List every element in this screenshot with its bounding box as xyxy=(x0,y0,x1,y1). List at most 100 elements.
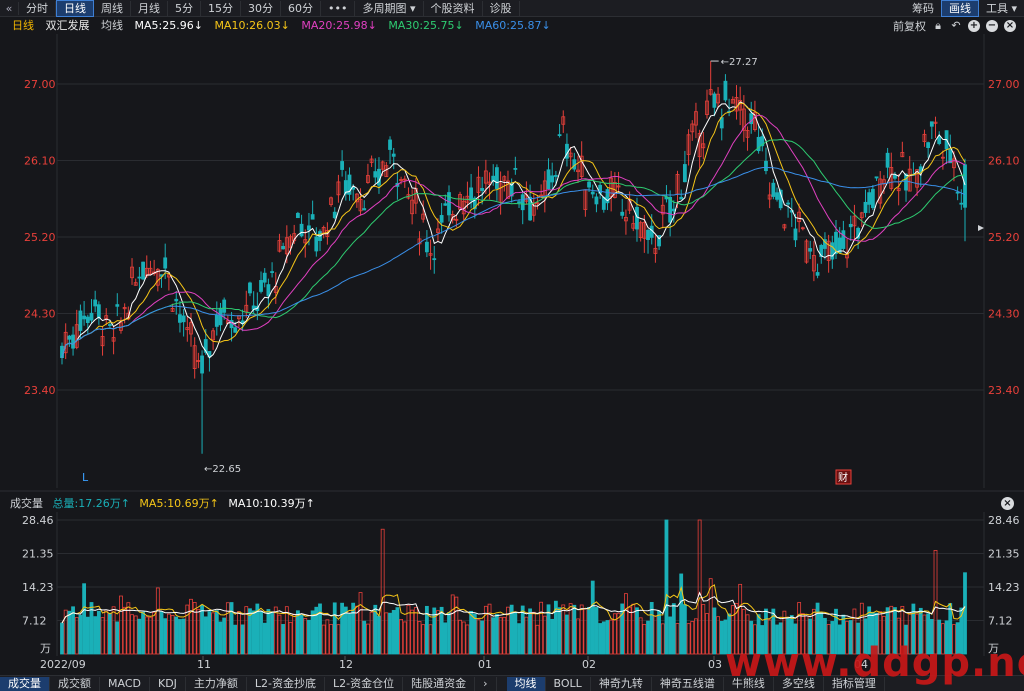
volume-bar xyxy=(214,610,219,655)
overlay-tab-6[interactable]: 指标管理 xyxy=(824,676,885,691)
volume-bar xyxy=(885,607,890,655)
tab-7[interactable]: 60分 xyxy=(281,0,321,16)
toolbar-right-item-2[interactable]: 工具 ▾ xyxy=(985,1,1017,15)
volume-bar xyxy=(734,603,739,655)
volume-bar xyxy=(749,620,754,655)
cai-marker-box xyxy=(835,469,852,485)
volume-bar xyxy=(89,602,94,655)
indicator-tab-0[interactable]: 成交量 xyxy=(0,676,50,691)
kline-chart[interactable]: 27.00 27.00 26.10 26.10 25.20 25.20 24.30 24.30… xyxy=(0,0,1024,676)
tab-9[interactable]: 多周期图 ▾ xyxy=(355,0,424,16)
candle-body xyxy=(568,152,573,158)
adjust-button[interactable]: 前复权 xyxy=(893,20,926,33)
indicator-tab-5[interactable]: L2-资金抄底 xyxy=(247,676,326,691)
candle-body xyxy=(550,175,555,183)
volume-bar xyxy=(579,604,584,655)
indicator-tab-7[interactable]: 陆股通资金 xyxy=(403,676,476,691)
volume-title[interactable]: 成交量 xyxy=(10,497,43,510)
candle-body xyxy=(907,168,912,192)
tab-5[interactable]: 15分 xyxy=(201,0,241,16)
date-tick: 12 xyxy=(339,658,353,671)
close-icon[interactable]: × xyxy=(1004,20,1016,32)
tab-1[interactable]: 日线 xyxy=(56,0,94,17)
ma-label[interactable]: 均线 xyxy=(101,19,123,32)
toolbar-right-item-0[interactable]: 筹码 xyxy=(911,1,934,15)
volume-bar xyxy=(178,619,182,655)
more-tabs-icon[interactable]: › xyxy=(475,676,497,691)
tab-0[interactable]: 分时 xyxy=(19,0,56,16)
tab-10[interactable]: 个股资料 xyxy=(424,0,483,16)
volume-ma5: MA5:10.69万↑ xyxy=(139,497,219,510)
volume-tick-right: 7.12 xyxy=(988,614,1013,627)
tab-3[interactable]: 月线 xyxy=(131,0,168,16)
price-tick-left: 24.30 xyxy=(24,308,56,321)
zoom-in-icon[interactable]: + xyxy=(968,20,980,32)
volume-bar xyxy=(841,614,846,655)
candle-body xyxy=(388,139,392,150)
volume-bar xyxy=(793,623,798,655)
tab-6[interactable]: 30分 xyxy=(241,0,281,16)
volume-bar xyxy=(60,622,64,655)
volume-bar xyxy=(395,607,400,655)
volume-bar xyxy=(524,616,529,655)
volume-bar xyxy=(450,594,455,655)
candle-body xyxy=(89,312,94,321)
volume-bar xyxy=(598,623,603,655)
overlay-tab-0[interactable]: 均线 xyxy=(506,676,546,691)
tab-4[interactable]: 5分 xyxy=(168,0,201,16)
tab-8[interactable]: ••• xyxy=(321,0,356,16)
indicator-tab-1[interactable]: 成交额 xyxy=(50,676,100,691)
volume-bar xyxy=(443,622,448,655)
candle-body xyxy=(85,316,90,323)
volume-bar xyxy=(915,613,919,655)
tab-11[interactable]: 诊股 xyxy=(483,0,520,16)
volume-bar xyxy=(741,608,746,655)
volume-bar xyxy=(889,605,894,655)
indicator-tab-4[interactable]: 主力净额 xyxy=(186,676,247,691)
volume-ma5-line xyxy=(61,584,966,624)
candle-body xyxy=(174,298,179,302)
date-tick: 11 xyxy=(197,658,211,671)
candle-body xyxy=(605,189,610,204)
zoom-out-icon[interactable]: − xyxy=(986,20,998,32)
tab-2[interactable]: 周线 xyxy=(94,0,131,16)
candle-body xyxy=(347,174,352,195)
candle-body xyxy=(579,155,584,177)
candle-body xyxy=(834,231,838,254)
volume-bar xyxy=(104,609,109,655)
candle-body xyxy=(837,237,842,254)
overlay-tab-4[interactable]: 牛熊线 xyxy=(724,676,774,691)
undo-icon[interactable]: ↶ xyxy=(951,19,961,32)
candle-body xyxy=(730,99,735,104)
candle-body xyxy=(273,286,278,293)
indicator-tab-6[interactable]: L2-资金仓位 xyxy=(325,676,404,691)
overlay-tab-5[interactable]: 多空线 xyxy=(774,676,824,691)
candle-body xyxy=(402,178,407,181)
volume-bar xyxy=(248,608,252,655)
volume-ma10-line xyxy=(61,591,966,624)
ma-lines xyxy=(61,101,966,359)
close-volume-icon[interactable]: × xyxy=(1001,497,1014,510)
volume-bar xyxy=(380,528,385,655)
volume-bar xyxy=(764,608,768,655)
candle-body xyxy=(295,212,300,219)
lock-icon[interactable]: 🔒︎ xyxy=(935,19,941,32)
indicator-tab-2[interactable]: MACD xyxy=(100,676,150,691)
candle-body xyxy=(270,271,274,273)
back-icon[interactable]: « xyxy=(0,1,19,15)
stock-name[interactable]: 双汇发展 xyxy=(45,19,90,32)
volume-bar xyxy=(277,614,282,655)
volume-bar xyxy=(314,606,319,655)
volume-bar xyxy=(963,572,967,655)
overlay-tab-1[interactable]: BOLL xyxy=(546,676,591,691)
candle-body xyxy=(642,222,647,239)
candle-body xyxy=(82,315,87,320)
candle-body xyxy=(189,322,193,335)
overlay-tab-2[interactable]: 神奇九转 xyxy=(591,676,652,691)
overlay-tab-3[interactable]: 神奇五线谱 xyxy=(652,676,724,691)
indicator-tab-3[interactable]: KDJ xyxy=(150,676,186,691)
volume-bar xyxy=(701,604,706,655)
toolbar-right-item-1[interactable]: 画线 xyxy=(940,0,979,17)
candle-body xyxy=(867,192,872,205)
volume-bar xyxy=(723,619,728,655)
